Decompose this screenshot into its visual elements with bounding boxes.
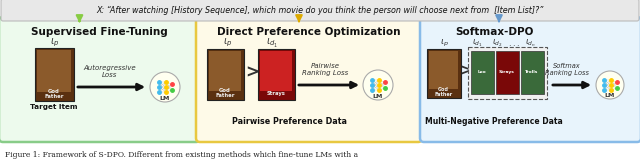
Circle shape xyxy=(363,70,393,100)
Text: Supervised Fine-Tuning: Supervised Fine-Tuning xyxy=(31,27,168,37)
Text: Autoregressive
Loss: Autoregressive Loss xyxy=(84,64,136,78)
Text: >: > xyxy=(460,63,472,79)
Text: $\iota_{d_1}$: $\iota_{d_1}$ xyxy=(472,37,483,49)
FancyBboxPatch shape xyxy=(209,51,241,91)
Text: $\iota_{d_2}$: $\iota_{d_2}$ xyxy=(492,37,502,49)
FancyBboxPatch shape xyxy=(429,51,458,89)
FancyBboxPatch shape xyxy=(470,51,493,94)
Text: God
Father: God Father xyxy=(44,89,64,99)
Text: Multi-Negative Preference Data: Multi-Negative Preference Data xyxy=(425,117,563,126)
FancyBboxPatch shape xyxy=(207,48,243,99)
Text: >: > xyxy=(245,64,259,82)
FancyBboxPatch shape xyxy=(495,51,518,94)
Text: Strays: Strays xyxy=(499,70,515,74)
FancyBboxPatch shape xyxy=(420,17,640,142)
Text: Target Item: Target Item xyxy=(30,104,77,110)
FancyBboxPatch shape xyxy=(468,47,547,99)
Text: God
Father: God Father xyxy=(435,87,452,97)
Circle shape xyxy=(150,72,180,102)
FancyBboxPatch shape xyxy=(257,48,294,99)
Circle shape xyxy=(596,71,624,99)
Text: Softmax-DPO: Softmax-DPO xyxy=(455,27,533,37)
FancyBboxPatch shape xyxy=(196,17,422,142)
Text: $\iota_p$: $\iota_p$ xyxy=(51,37,60,49)
FancyBboxPatch shape xyxy=(520,51,543,94)
FancyBboxPatch shape xyxy=(0,17,200,142)
Text: Loo: Loo xyxy=(477,70,486,74)
Text: $\iota_p$: $\iota_p$ xyxy=(440,38,449,49)
Text: God
Father: God Father xyxy=(215,88,235,98)
Text: Direct Preference Optimization: Direct Preference Optimization xyxy=(217,27,401,37)
Text: Pairwise
Ranking Loss: Pairwise Ranking Loss xyxy=(302,62,348,76)
FancyBboxPatch shape xyxy=(35,47,74,100)
Text: $\iota_{d_1}$: $\iota_{d_1}$ xyxy=(266,37,278,50)
Text: Softmax
Ranking Loss: Softmax Ranking Loss xyxy=(545,62,589,76)
FancyBboxPatch shape xyxy=(426,48,461,98)
Text: LM: LM xyxy=(373,94,383,99)
Text: X: “After watching [History Sequence], which movie do you think the person will : X: “After watching [History Sequence], w… xyxy=(96,5,544,14)
Text: $\iota_{d_n}$: $\iota_{d_n}$ xyxy=(525,37,536,49)
Text: $...$: $...$ xyxy=(508,38,520,47)
Text: Strays: Strays xyxy=(267,90,285,95)
Text: Figure 1: Framework of S-DPO. Different from existing methods which fine-tune LM: Figure 1: Framework of S-DPO. Different … xyxy=(5,151,358,159)
Text: LM: LM xyxy=(160,95,170,100)
Text: LM: LM xyxy=(605,93,615,98)
FancyBboxPatch shape xyxy=(260,51,292,91)
FancyBboxPatch shape xyxy=(1,0,639,21)
Text: Pairwise Preference Data: Pairwise Preference Data xyxy=(232,117,346,126)
Text: Trolls: Trolls xyxy=(525,70,539,74)
FancyBboxPatch shape xyxy=(37,50,71,92)
Text: $\iota_p$: $\iota_p$ xyxy=(223,37,232,49)
